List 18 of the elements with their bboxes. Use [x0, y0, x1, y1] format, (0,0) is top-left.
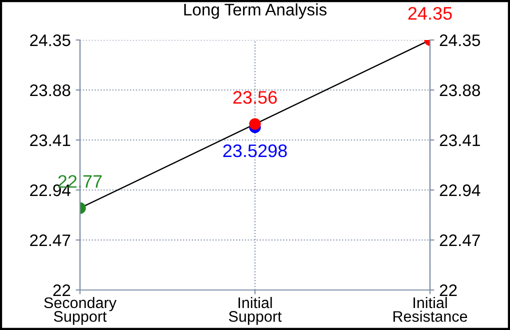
- x-tick-label: Secondary Support: [44, 296, 116, 325]
- y2-tick-label: 23.41: [440, 134, 480, 146]
- y-tick-label: 23.88: [30, 84, 70, 96]
- y-tick-label: 22: [53, 284, 70, 296]
- y2-tick-label: 24.35: [440, 34, 480, 46]
- x-tick-label: Initial Support: [228, 296, 282, 325]
- y2-tick-label: 22.94: [440, 184, 480, 196]
- data-label: 23.5298: [223, 144, 287, 158]
- x-tick-label: Initial Resistance: [393, 296, 468, 322]
- data-label: 24.35: [408, 6, 452, 20]
- y2-tick-label: 22: [440, 284, 457, 296]
- y-tick-label: 23.41: [30, 134, 70, 146]
- y-tick-label: 24.35: [30, 34, 70, 46]
- data-label: 23.56: [233, 91, 277, 104]
- y2-tick-label: 22.47: [440, 234, 480, 246]
- y2-tick-label: 23.88: [440, 84, 480, 96]
- y-tick-label: 22.47: [30, 234, 70, 246]
- chart-title: Long Term Analysis: [184, 3, 327, 19]
